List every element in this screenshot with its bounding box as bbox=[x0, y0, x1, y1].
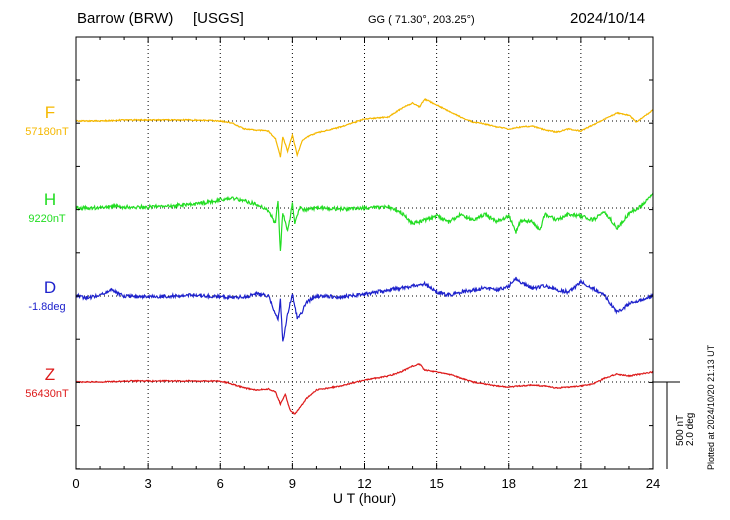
x-tick-label: 6 bbox=[217, 476, 224, 491]
baseline-value-h: 9220nT bbox=[28, 213, 66, 225]
series-labels: F 57180nT H 9220nT D -1.8deg Z 56430nT bbox=[25, 103, 69, 400]
series-name-f: F bbox=[45, 103, 55, 122]
series-line-f bbox=[75, 97, 653, 158]
x-tick-label: 21 bbox=[574, 476, 588, 491]
scale-bar-label-deg: 2.0 deg bbox=[685, 413, 696, 446]
baseline-value-z: 56430nT bbox=[25, 388, 69, 400]
x-tick-label: 3 bbox=[145, 476, 152, 491]
series-name-h: H bbox=[44, 190, 56, 209]
x-axis-label: U T (hour) bbox=[333, 490, 396, 506]
coordinates-label: GG ( 71.30°, 203.25°) bbox=[368, 14, 475, 26]
baseline-value-d: -1.8deg bbox=[28, 301, 65, 313]
x-tick-label: 18 bbox=[502, 476, 516, 491]
series-line-z bbox=[75, 363, 654, 415]
x-tick-label: 24 bbox=[646, 476, 660, 491]
station-title: Barrow (BRW) bbox=[77, 10, 174, 27]
series-line-h bbox=[75, 192, 654, 251]
x-tick-label: 9 bbox=[289, 476, 296, 491]
baseline-value-f: 57180nT bbox=[25, 126, 69, 138]
scale-bar-label-nt: 500 nT bbox=[675, 415, 686, 446]
x-axis: 0 3 6 9 12 15 18 21 24 U T (hour) bbox=[72, 37, 660, 506]
series-line-d bbox=[75, 276, 654, 342]
source-label: [USGS] bbox=[193, 10, 244, 27]
series-name-d: D bbox=[44, 278, 56, 297]
series-lines bbox=[75, 97, 654, 415]
date-label: 2024/10/14 bbox=[570, 10, 646, 27]
x-tick-label: 12 bbox=[357, 476, 371, 491]
scale-bar: 500 nT 2.0 deg bbox=[653, 381, 696, 469]
grid-lines bbox=[147, 37, 582, 469]
x-tick-label: 0 bbox=[72, 476, 79, 491]
plot-frame bbox=[75, 36, 654, 470]
baseline-lines bbox=[76, 120, 653, 383]
x-tick-label: 15 bbox=[429, 476, 443, 491]
series-name-z: Z bbox=[45, 365, 55, 384]
